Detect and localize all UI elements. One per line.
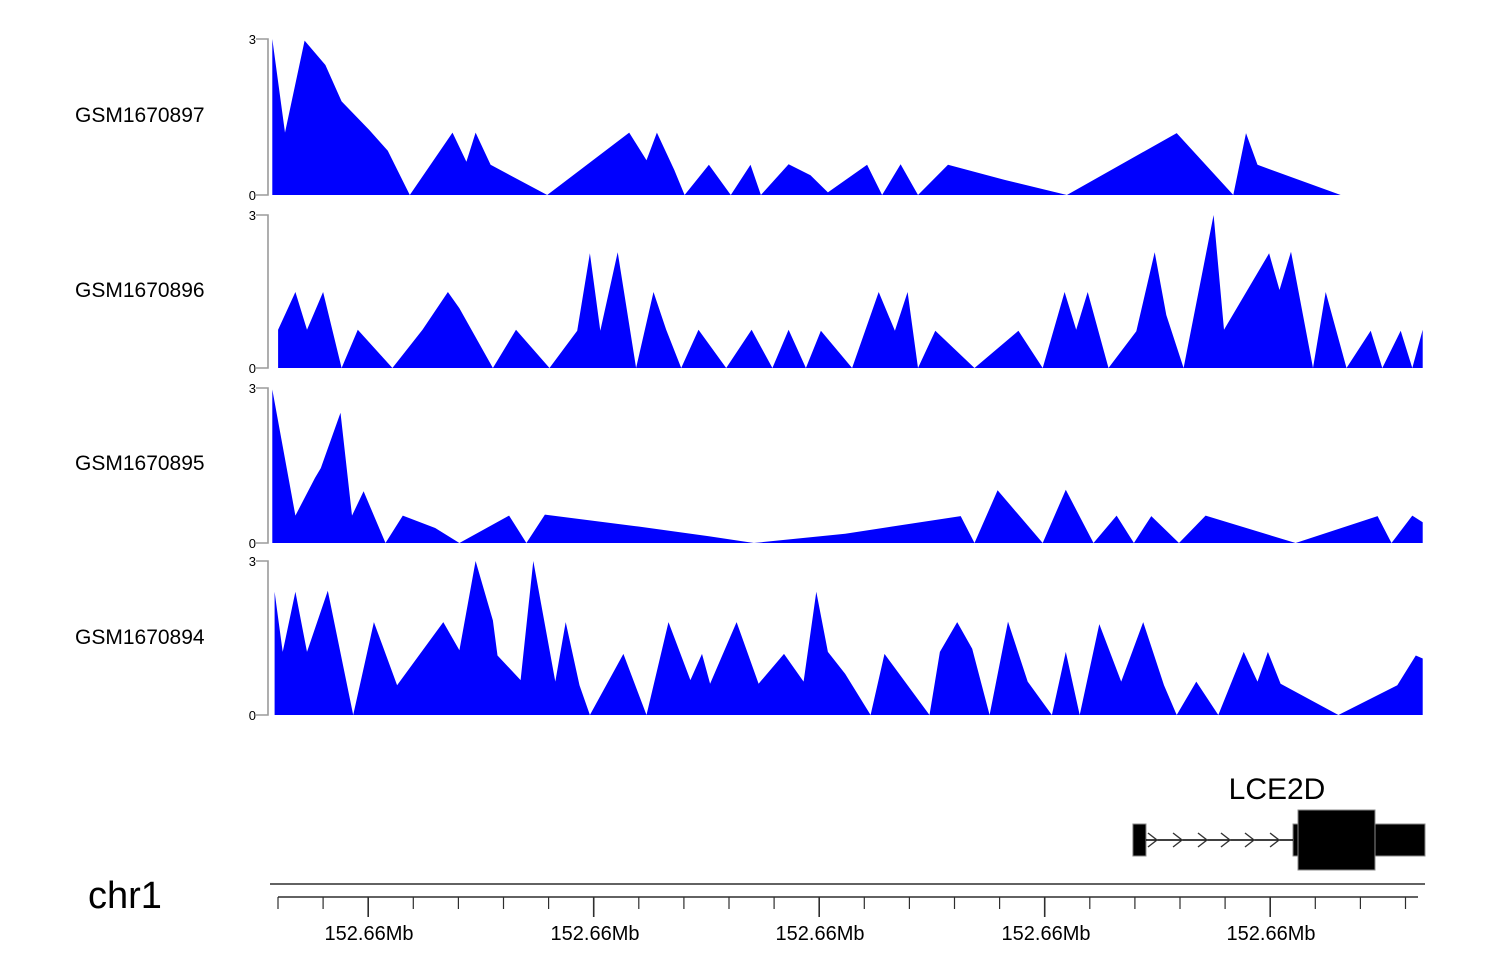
y-axis-bracket-GSM1670896 — [256, 214, 269, 369]
signal-area-GSM1670895 — [272, 389, 1423, 543]
y-axis-bracket-GSM1670895 — [256, 387, 269, 544]
signal-area-GSM1670896 — [278, 215, 1423, 368]
signal-area-GSM1670897 — [272, 39, 1341, 195]
gene-strand-arrow-icon — [1244, 832, 1256, 848]
gene-name-label: LCE2D — [1229, 773, 1326, 806]
y-axis-bracket-GSM1670894 — [256, 560, 269, 716]
axis-tick-label-1: 152.66Mb — [325, 923, 414, 945]
axis-tick-label-5: 152.66Mb — [1227, 923, 1316, 945]
ytick-min-track-3: 0 — [249, 536, 256, 551]
ytick-max-track-3: 3 — [249, 381, 256, 396]
track-label-3: GSM1670895 — [75, 452, 205, 475]
ytick-min-track-2: 0 — [249, 361, 256, 376]
chromosome-label: chr1 — [88, 875, 162, 917]
gene-strand-arrow-icon — [1269, 832, 1281, 848]
axis-tick-label-2: 152.66Mb — [551, 923, 640, 945]
ytick-max-track-2: 3 — [249, 208, 256, 223]
axis-tick-label-4: 152.66Mb — [1002, 923, 1091, 945]
track-label-4: GSM1670894 — [75, 626, 205, 649]
signal-area-GSM1670894 — [274, 561, 1423, 715]
track-label-2: GSM1670896 — [75, 279, 205, 302]
ytick-min-track-4: 0 — [249, 708, 256, 723]
track-label-1: GSM1670897 — [75, 104, 205, 127]
gene-cds-box — [1297, 809, 1376, 871]
gene-exon-box-2 — [1292, 823, 1299, 857]
gene-strand-arrow-icon — [1220, 832, 1232, 848]
axis-tick-label-3: 152.66Mb — [776, 923, 865, 945]
gene-utr-box — [1374, 823, 1426, 857]
gene-exon-box-1 — [1132, 823, 1147, 857]
gene-strand-arrow-icon — [1197, 832, 1209, 848]
ytick-max-track-1: 3 — [249, 32, 256, 47]
gene-strand-arrow-icon — [1172, 832, 1184, 848]
y-axis-bracket-GSM1670897 — [256, 38, 269, 196]
ytick-max-track-4: 3 — [249, 554, 256, 569]
ytick-min-track-1: 0 — [249, 188, 256, 203]
gene-strand-arrow-icon — [1147, 832, 1159, 848]
